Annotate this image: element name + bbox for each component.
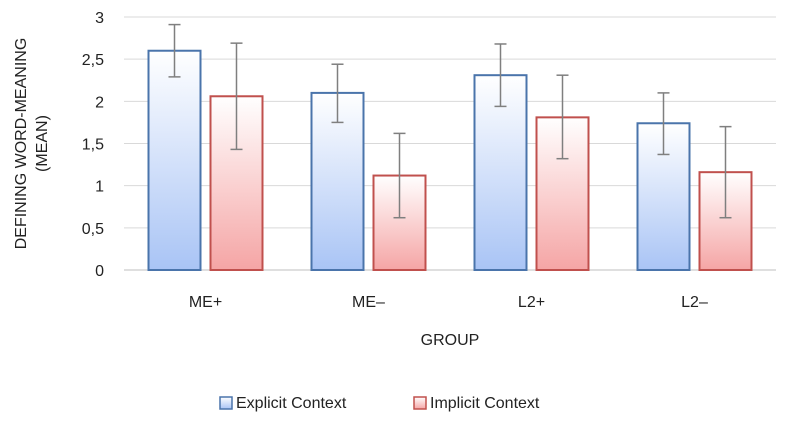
legend-label: Explicit Context [236, 395, 347, 412]
error-bars [168, 23, 732, 219]
y-tick-label: 2 [95, 94, 104, 111]
x-tick-label: L2+ [518, 294, 545, 311]
legend: Explicit Context Implicit Context [219, 395, 540, 412]
y-tick-label: 3 [95, 10, 104, 27]
y-tick-label: 2,5 [82, 52, 104, 69]
y-axis-title-line: DEFINING WORD-MEANING [13, 38, 30, 250]
x-axis-ticks: ME+ ME– L2+ L2– [189, 294, 708, 311]
bars [147, 49, 753, 272]
x-tick-label: L2– [681, 294, 708, 311]
legend-label: Implicit Context [430, 395, 540, 412]
x-tick-label: ME+ [189, 294, 222, 311]
x-axis-title: GROUP [421, 332, 480, 349]
y-tick-label: 1 [95, 179, 104, 196]
bar-explicit [473, 74, 528, 271]
y-axis-title: DEFINING WORD-MEANING (MEAN) [13, 38, 51, 250]
y-tick-label: 1,5 [82, 137, 104, 154]
x-tick-label: ME– [352, 294, 385, 311]
y-axis-ticks: 0 0,5 1 1,5 2 2,5 3 [82, 10, 104, 280]
bar-implicit [698, 171, 753, 272]
legend-swatch [219, 396, 233, 410]
y-tick-label: 0,5 [82, 221, 104, 238]
y-tick-label: 0 [95, 263, 104, 280]
y-axis-title-line: (MEAN) [34, 115, 51, 172]
legend-swatch [413, 396, 427, 410]
bar-explicit [147, 49, 202, 271]
